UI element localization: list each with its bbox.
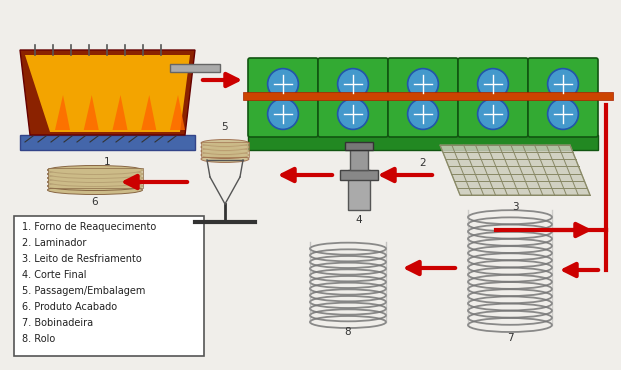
Polygon shape xyxy=(25,55,190,132)
Text: 1: 1 xyxy=(104,157,111,167)
Circle shape xyxy=(478,68,509,100)
Circle shape xyxy=(268,98,299,130)
Polygon shape xyxy=(170,95,185,130)
Text: 6. Produto Acabado: 6. Produto Acabado xyxy=(22,302,117,312)
Ellipse shape xyxy=(47,174,142,182)
FancyBboxPatch shape xyxy=(14,216,204,356)
Bar xyxy=(340,170,378,180)
Text: 2: 2 xyxy=(420,158,426,168)
FancyBboxPatch shape xyxy=(458,58,528,137)
Bar xyxy=(201,142,249,157)
Text: 3: 3 xyxy=(512,202,519,212)
Ellipse shape xyxy=(201,151,249,158)
Text: 6: 6 xyxy=(92,197,98,207)
Text: 7. Bobinadeira: 7. Bobinadeira xyxy=(22,318,93,328)
Circle shape xyxy=(407,98,438,130)
Text: 3. Leito de Resfriamento: 3. Leito de Resfriamento xyxy=(22,254,142,264)
Circle shape xyxy=(548,68,578,100)
Bar xyxy=(345,142,373,150)
Bar xyxy=(243,92,613,100)
Text: 4: 4 xyxy=(356,215,362,225)
Ellipse shape xyxy=(201,155,249,162)
Bar xyxy=(170,64,220,72)
Circle shape xyxy=(478,98,509,130)
Polygon shape xyxy=(55,95,70,130)
FancyBboxPatch shape xyxy=(318,58,388,137)
FancyBboxPatch shape xyxy=(388,58,458,137)
Text: 4. Corte Final: 4. Corte Final xyxy=(22,270,86,280)
Text: 8. Rolo: 8. Rolo xyxy=(22,334,55,344)
Polygon shape xyxy=(141,95,156,130)
Text: 1. Forno de Reaquecimento: 1. Forno de Reaquecimento xyxy=(22,222,156,232)
Text: 8: 8 xyxy=(345,327,351,337)
Ellipse shape xyxy=(201,139,249,147)
FancyBboxPatch shape xyxy=(248,58,318,137)
Polygon shape xyxy=(112,95,127,130)
Bar xyxy=(248,135,598,150)
Bar xyxy=(48,168,143,188)
Ellipse shape xyxy=(47,165,142,175)
Polygon shape xyxy=(84,95,99,130)
Circle shape xyxy=(338,68,368,100)
FancyBboxPatch shape xyxy=(528,58,598,137)
Bar xyxy=(348,170,370,210)
Ellipse shape xyxy=(47,185,142,195)
Text: 7: 7 xyxy=(507,333,514,343)
Text: 5. Passagem/Embalagem: 5. Passagem/Embalagem xyxy=(22,286,145,296)
Polygon shape xyxy=(20,50,195,135)
Circle shape xyxy=(548,98,578,130)
Polygon shape xyxy=(440,145,590,195)
Ellipse shape xyxy=(47,169,142,178)
Bar xyxy=(350,150,368,170)
Circle shape xyxy=(338,98,368,130)
Circle shape xyxy=(407,68,438,100)
Ellipse shape xyxy=(201,148,249,155)
Text: 2. Laminador: 2. Laminador xyxy=(22,238,86,248)
Circle shape xyxy=(268,68,299,100)
Ellipse shape xyxy=(47,178,142,186)
Ellipse shape xyxy=(47,182,142,191)
Polygon shape xyxy=(20,135,195,150)
Text: 5: 5 xyxy=(222,122,229,132)
Ellipse shape xyxy=(201,144,249,151)
